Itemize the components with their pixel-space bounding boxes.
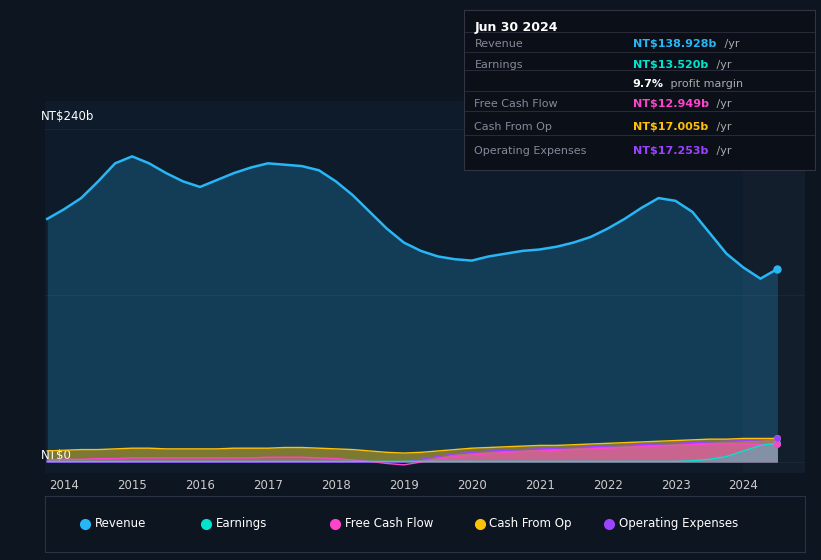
- Text: Cash From Op: Cash From Op: [475, 122, 553, 132]
- Text: Operating Expenses: Operating Expenses: [618, 517, 738, 530]
- Text: Revenue: Revenue: [94, 517, 146, 530]
- Text: NT$240b: NT$240b: [41, 110, 94, 123]
- Text: Free Cash Flow: Free Cash Flow: [345, 517, 433, 530]
- Text: Earnings: Earnings: [216, 517, 268, 530]
- Text: /yr: /yr: [713, 146, 732, 156]
- Text: /yr: /yr: [713, 100, 732, 109]
- Text: Operating Expenses: Operating Expenses: [475, 146, 587, 156]
- Text: NT$12.949b: NT$12.949b: [632, 100, 709, 109]
- Text: NT$13.520b: NT$13.520b: [632, 59, 708, 69]
- Text: Cash From Op: Cash From Op: [489, 517, 572, 530]
- Text: /yr: /yr: [713, 59, 732, 69]
- Text: Earnings: Earnings: [475, 59, 523, 69]
- Text: 9.7%: 9.7%: [632, 79, 663, 88]
- Text: Revenue: Revenue: [475, 39, 523, 49]
- Bar: [744, 101, 819, 473]
- Text: profit margin: profit margin: [667, 79, 743, 88]
- Text: NT$138.928b: NT$138.928b: [632, 39, 716, 49]
- Text: /yr: /yr: [713, 122, 732, 132]
- Text: NT$0: NT$0: [41, 449, 72, 462]
- Text: Free Cash Flow: Free Cash Flow: [475, 100, 558, 109]
- Text: NT$17.253b: NT$17.253b: [632, 146, 708, 156]
- Text: /yr: /yr: [721, 39, 740, 49]
- Text: NT$17.005b: NT$17.005b: [632, 122, 708, 132]
- Text: Jun 30 2024: Jun 30 2024: [475, 21, 558, 34]
